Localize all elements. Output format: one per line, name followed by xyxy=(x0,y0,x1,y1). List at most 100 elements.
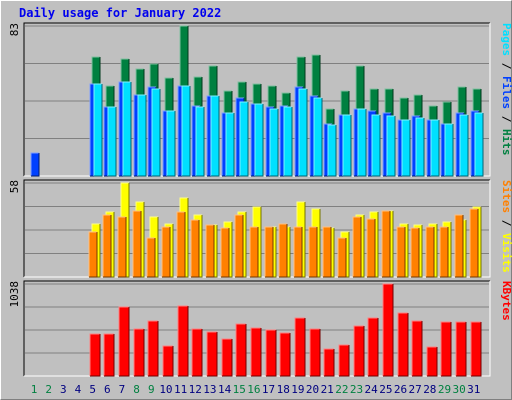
panel-requests-bar-pages-highlight xyxy=(210,95,219,176)
panel-kbytes-bar-kbytes xyxy=(279,332,291,377)
panel-requests-bar-files-highlight xyxy=(367,110,376,176)
panel-requests-bar-pages xyxy=(269,108,279,177)
panel-kbytes-bar-kbytes-shadow xyxy=(207,332,218,377)
panel-kbytes-border-dark xyxy=(23,280,490,376)
panel-requests-bar-pages-highlight xyxy=(444,123,453,176)
panel-requests-bar-pages-highlight xyxy=(371,114,380,176)
panel-visits-bar-sites xyxy=(293,226,303,278)
panel-visits-bar-sites xyxy=(205,224,215,278)
panel-visits-bar-sites-highlight xyxy=(205,224,214,277)
panel-requests-bar-pages-shadow xyxy=(314,98,323,177)
panel-kbytes-bar-kbytes-highlight xyxy=(162,345,173,376)
day-label: 17 xyxy=(262,383,275,396)
panel-kbytes-bar-kbytes-highlight xyxy=(279,332,290,376)
panel-requests-bar-pages-highlight xyxy=(93,83,102,176)
panel-visits-bar-sites-shadow xyxy=(89,232,98,278)
panel-requests-legend-entry: Hits xyxy=(500,122,512,155)
panel-visits-bar-sites-shadow xyxy=(162,227,171,278)
panel-requests-bar-pages xyxy=(313,97,323,177)
panel-requests-legend-entry: / xyxy=(500,109,512,123)
panel-kbytes-bar-kbytes-highlight xyxy=(353,325,364,376)
panel-requests-bar-pages-fill xyxy=(402,120,410,176)
panel-visits-bar-sites xyxy=(176,211,186,278)
panel-kbytes-bar-kbytes-fill xyxy=(412,321,422,376)
panel-kbytes-bar-kbytes-fill xyxy=(398,313,408,376)
panel-visits-bar-sites-shadow xyxy=(338,238,347,278)
panel-requests-bar-pages xyxy=(386,115,396,177)
panel-requests-bar-pages xyxy=(107,106,117,177)
panel-requests-bar-pages-fill xyxy=(299,89,307,176)
panel-requests-bar-pages-fill xyxy=(138,95,146,176)
panel-requests-bar-pages-shadow xyxy=(240,102,249,177)
panel-kbytes-bar-kbytes xyxy=(455,321,467,377)
panel-visits-bar-sites-shadow xyxy=(103,215,112,278)
panel-visits-bar-sites-highlight xyxy=(220,227,229,277)
panel-visits-bar-sites-fill xyxy=(294,227,302,277)
panel-requests-bar-pages-fill xyxy=(460,115,468,176)
panel-requests-bar-pages-fill xyxy=(211,96,219,176)
panel-kbytes-bar-kbytes-highlight xyxy=(470,321,481,376)
panel-requests-bar-pages xyxy=(210,95,220,177)
day-label: 5 xyxy=(89,383,96,396)
panel-visits-bar-sites-shadow xyxy=(177,212,186,278)
panel-requests-bar-files-highlight xyxy=(279,105,288,176)
panel-kbytes-bar-kbytes-shadow xyxy=(471,322,482,377)
panel-kbytes-bar-kbytes-highlight xyxy=(221,338,232,376)
panel-kbytes-bar-kbytes-highlight xyxy=(265,329,276,376)
panel-kbytes-bar-kbytes-shadow xyxy=(119,307,130,377)
panel-requests-bar-pages xyxy=(166,110,176,177)
panel-kbytes-bar-kbytes-shadow xyxy=(339,345,350,377)
panel-requests-bar-pages-shadow xyxy=(299,89,308,177)
panel-kbytes-bar-kbytes-fill xyxy=(368,318,378,376)
panel-requests-bar-pages-highlight xyxy=(430,119,439,176)
panel-kbytes-bar-kbytes-highlight xyxy=(367,317,378,376)
panel-requests-bar-pages-highlight xyxy=(254,103,263,176)
panel-kbytes-bar-kbytes-highlight xyxy=(206,331,217,376)
panel-requests-bar-pages-fill xyxy=(196,107,204,176)
day-label: 4 xyxy=(75,383,82,396)
panel-visits-bar-sites-highlight xyxy=(425,226,434,277)
panel-requests-legend-entry: Files xyxy=(500,69,512,109)
panel-requests-bar-pages-shadow xyxy=(211,96,220,177)
day-label: 14 xyxy=(218,383,232,396)
day-label: 19 xyxy=(291,383,304,396)
panel-requests-bar-pages-fill xyxy=(431,120,439,176)
panel-kbytes-bar-kbytes xyxy=(440,321,452,377)
panel-visits-bar-sites-highlight xyxy=(249,226,258,277)
panel-requests-bar-pages-highlight xyxy=(342,114,351,176)
panel-requests-bar-pages-highlight xyxy=(195,106,204,176)
panel-visits-bar-sites-shadow xyxy=(411,228,420,278)
panel-requests-bar-pages-shadow xyxy=(358,109,367,177)
panel-visits-bar-sites xyxy=(308,226,318,278)
panel-kbytes-bar-kbytes-fill xyxy=(295,318,305,376)
panel-requests-bar-pages-shadow xyxy=(108,107,117,177)
panel-kbytes-bar-kbytes-highlight xyxy=(294,317,305,376)
panel-kbytes-bar-kbytes xyxy=(89,333,101,377)
panel-visits-bar-sites xyxy=(161,226,171,278)
panel-visits-bar-sites-fill xyxy=(265,227,273,277)
panel-requests-border-dark xyxy=(23,22,490,176)
panel-requests-bar-pages xyxy=(415,117,425,177)
panel-requests-bar-pages xyxy=(444,123,454,177)
panel-visits-legend-entry: Sites xyxy=(500,180,512,213)
panel-requests-bar-pages-highlight xyxy=(401,119,410,176)
panel-visits-bar-sites-fill xyxy=(338,238,346,277)
panel-visits-bar-sites-highlight xyxy=(278,223,287,277)
panel-requests-bar-pages-shadow xyxy=(123,82,132,177)
panel-requests-bar-pages-shadow xyxy=(387,116,396,177)
panel-kbytes-bar-kbytes-fill xyxy=(163,346,173,376)
panel-kbytes-bar-kbytes-fill xyxy=(354,326,364,376)
panel-kbytes-bar-kbytes xyxy=(118,306,130,377)
panel-requests-bar-pages-shadow xyxy=(138,95,147,177)
panel-visits-bar-sites-highlight xyxy=(102,214,111,277)
panel-visits-bar-sites-highlight xyxy=(117,216,126,277)
panel-kbytes-bar-kbytes-shadow xyxy=(192,329,203,377)
panel-kbytes-bar-kbytes-fill xyxy=(236,324,246,376)
panel-visits-bar-sites-fill xyxy=(118,217,126,277)
panel-kbytes-bar-kbytes-highlight xyxy=(382,283,393,376)
panel-requests-bar-pages-highlight xyxy=(459,114,468,176)
panel-visits-bar-sites xyxy=(439,226,449,278)
panel-kbytes-bar-kbytes-highlight xyxy=(338,344,349,376)
panel-requests-bar-pages-fill xyxy=(270,109,278,176)
panel-requests-bar-pages-fill xyxy=(314,98,322,176)
